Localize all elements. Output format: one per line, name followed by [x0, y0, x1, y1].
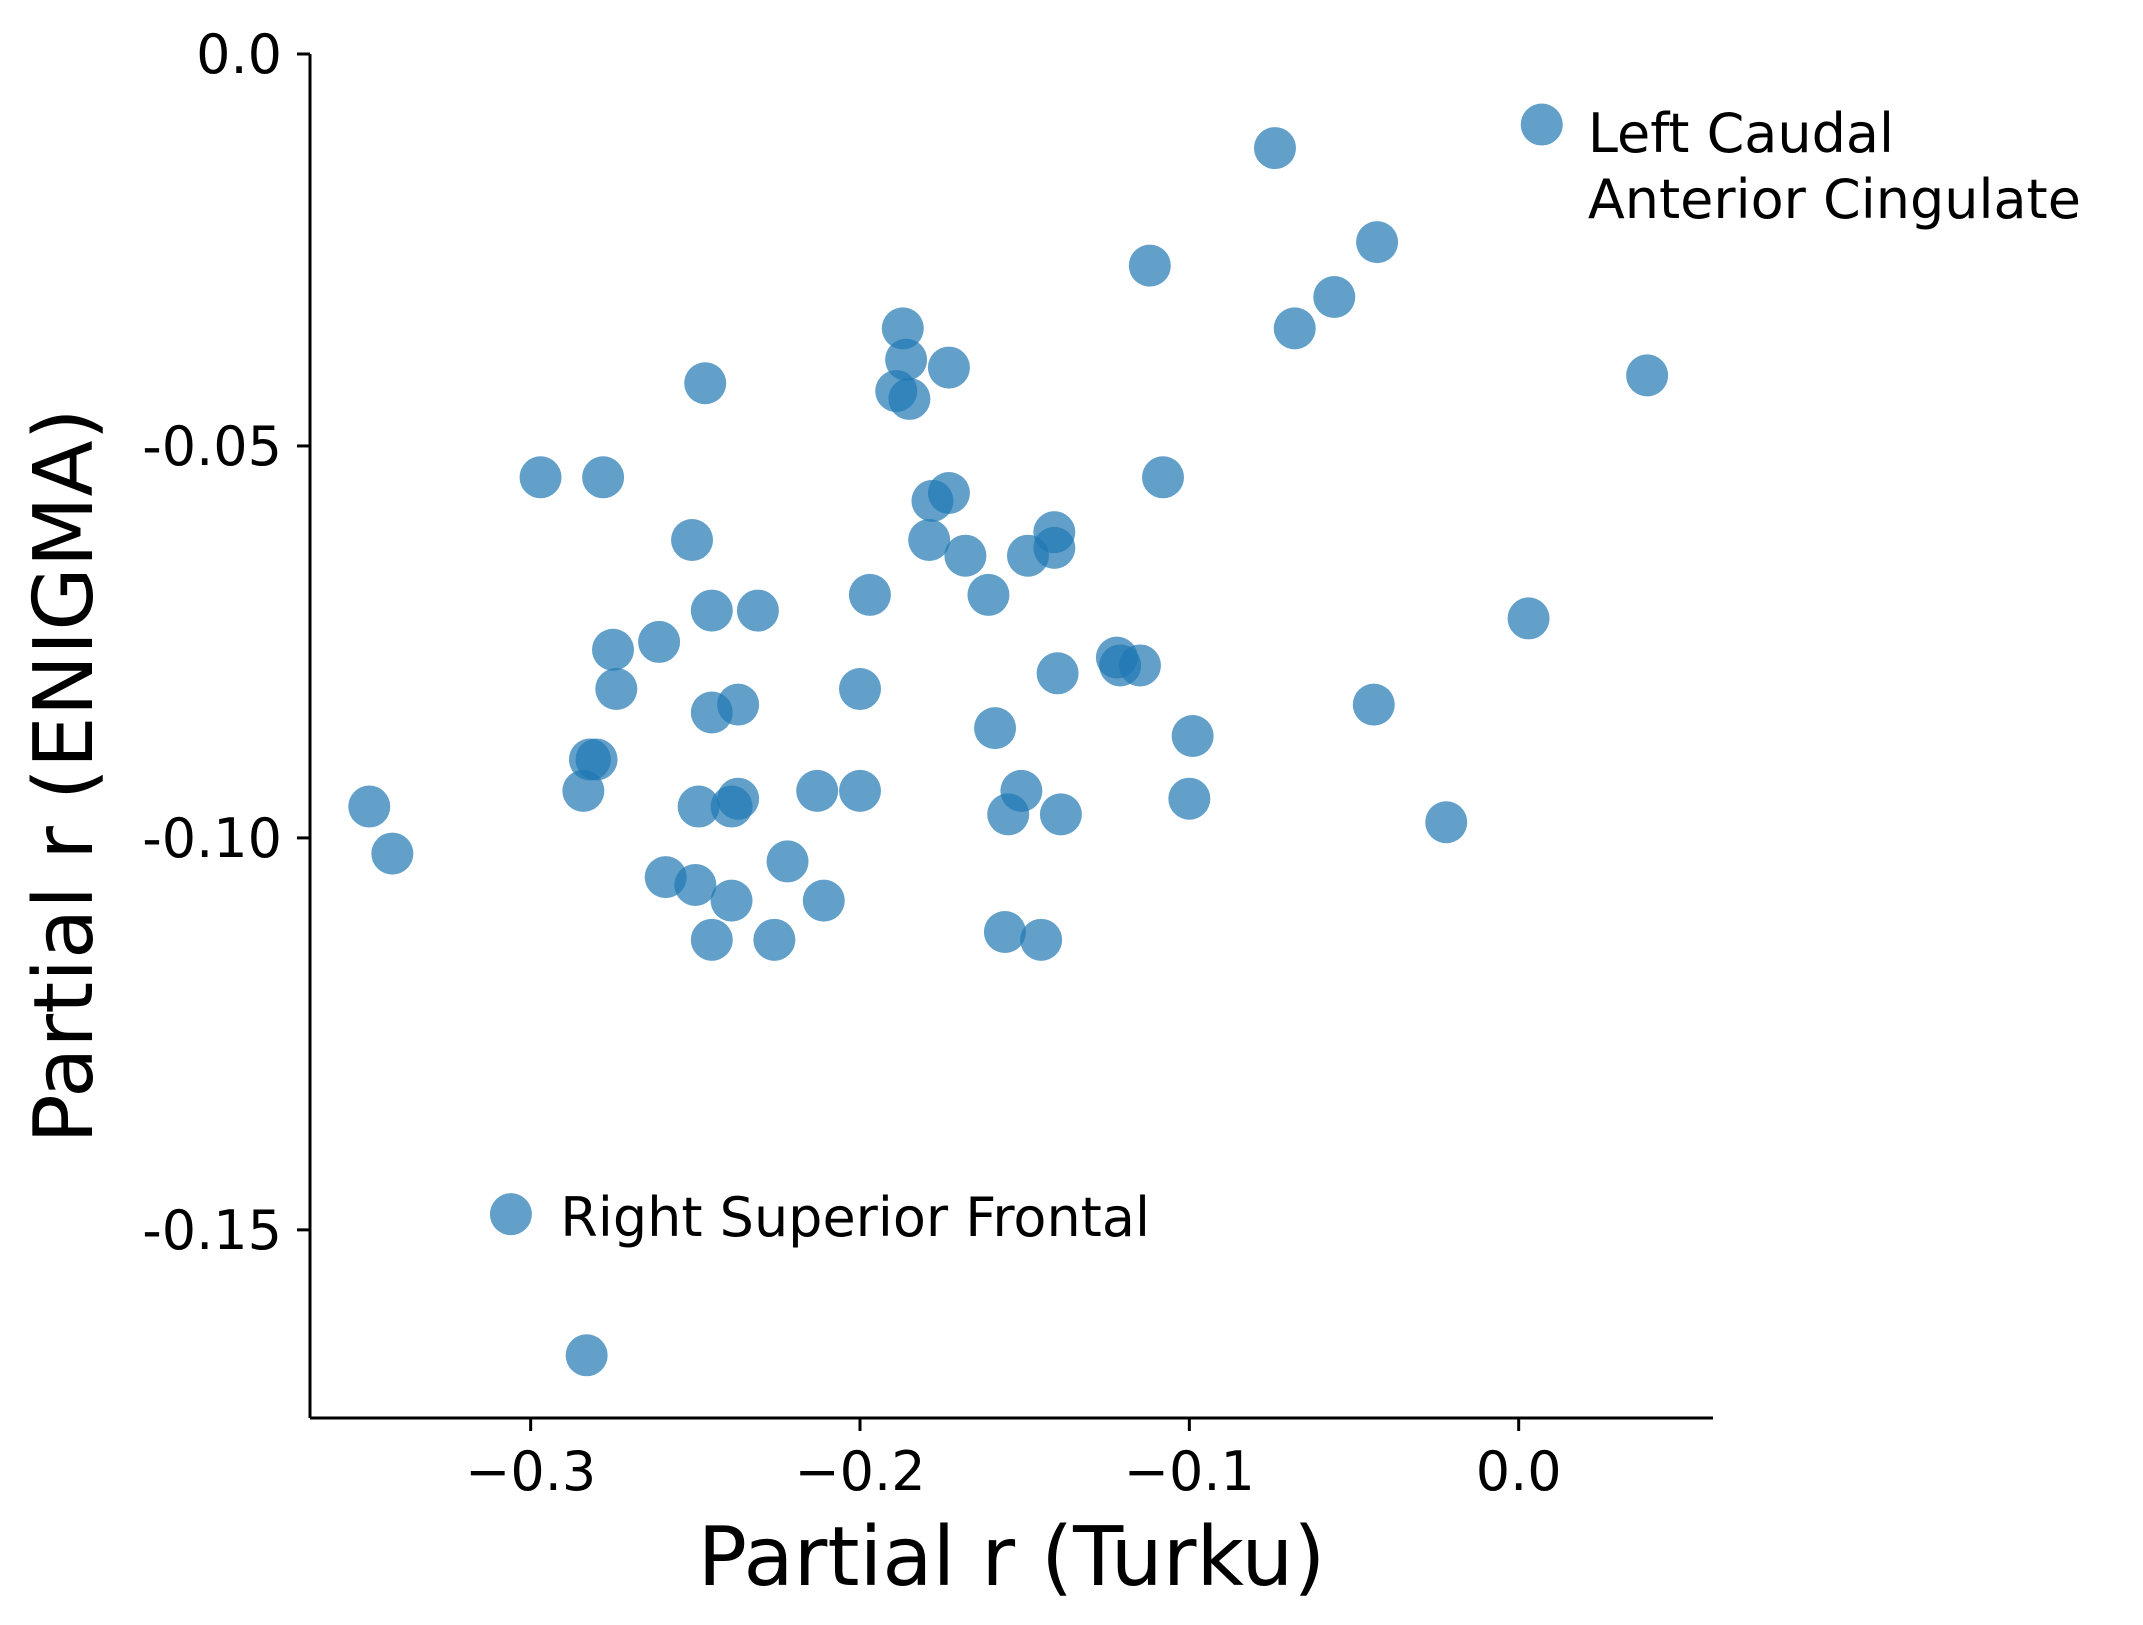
annotation-label: Anterior Cingulate — [1588, 168, 2081, 231]
y-axis-ticks: 0.0 -0.05 -0.10 -0.15 — [142, 23, 310, 1262]
data-point — [690, 691, 733, 734]
data-point — [1141, 456, 1184, 499]
data-point — [710, 785, 753, 828]
x-tick-label: 0.0 — [1476, 1440, 1562, 1503]
data-point — [1356, 221, 1399, 264]
data-point — [967, 573, 1010, 616]
data-point — [911, 479, 954, 522]
data-point — [638, 620, 681, 663]
y-axis-title: Partial r (ENIGMA) — [17, 408, 112, 1143]
data-point — [888, 377, 931, 420]
data-point — [983, 910, 1026, 953]
data-point — [489, 1193, 532, 1236]
y-tick-label: -0.10 — [142, 807, 282, 870]
annotation-label: Left Caudal — [1588, 102, 1894, 165]
data-point — [927, 346, 970, 389]
data-point — [710, 879, 753, 922]
data-point — [1626, 354, 1669, 397]
data-point — [1168, 777, 1211, 820]
x-tick-label: −0.3 — [465, 1440, 596, 1503]
data-point — [1033, 526, 1076, 569]
data-point — [371, 832, 414, 875]
data-point — [1507, 597, 1550, 640]
data-point — [519, 456, 562, 499]
data-point — [1118, 644, 1161, 687]
data-point — [575, 738, 618, 781]
data-point — [1352, 683, 1395, 726]
data-point — [881, 307, 924, 350]
data-point — [677, 785, 720, 828]
data-point — [839, 769, 882, 812]
data-point — [1020, 918, 1063, 961]
data-point — [595, 667, 638, 710]
data-points — [348, 103, 1669, 1377]
data-point — [1520, 103, 1563, 146]
data-point — [690, 918, 733, 961]
data-point — [1039, 793, 1082, 836]
data-point — [839, 667, 882, 710]
data-point — [802, 879, 845, 922]
data-point — [753, 918, 796, 961]
data-point — [1171, 715, 1214, 757]
data-point — [562, 769, 605, 812]
x-axis-ticks: −0.3 −0.2 −0.1 0.0 — [465, 1418, 1562, 1503]
data-point — [736, 589, 779, 632]
data-point — [684, 362, 727, 405]
annotation-label: Right Superior Frontal — [560, 1186, 1150, 1249]
data-point — [1036, 652, 1079, 695]
data-point — [348, 785, 391, 828]
data-point — [1425, 801, 1468, 844]
data-point — [1273, 307, 1316, 350]
data-point — [944, 534, 987, 577]
data-point — [974, 707, 1017, 750]
data-point — [674, 863, 717, 906]
data-point — [908, 519, 951, 562]
data-point — [582, 456, 625, 499]
data-point — [987, 793, 1030, 836]
data-point — [591, 628, 634, 671]
x-tick-label: −0.1 — [1124, 1440, 1255, 1503]
y-tick-label: 0.0 — [196, 23, 282, 86]
data-point — [1313, 276, 1356, 319]
data-point — [690, 589, 733, 632]
data-point — [766, 840, 809, 883]
data-point — [796, 769, 839, 812]
data-point — [1128, 244, 1171, 287]
data-point — [848, 573, 891, 616]
y-tick-label: -0.15 — [142, 1199, 282, 1262]
data-point — [1253, 127, 1296, 170]
x-axis-title: Partial r (Turku) — [698, 1510, 1326, 1605]
data-point — [671, 519, 714, 562]
y-tick-label: -0.05 — [142, 415, 282, 478]
x-tick-label: −0.2 — [794, 1440, 925, 1503]
data-point — [565, 1334, 608, 1377]
